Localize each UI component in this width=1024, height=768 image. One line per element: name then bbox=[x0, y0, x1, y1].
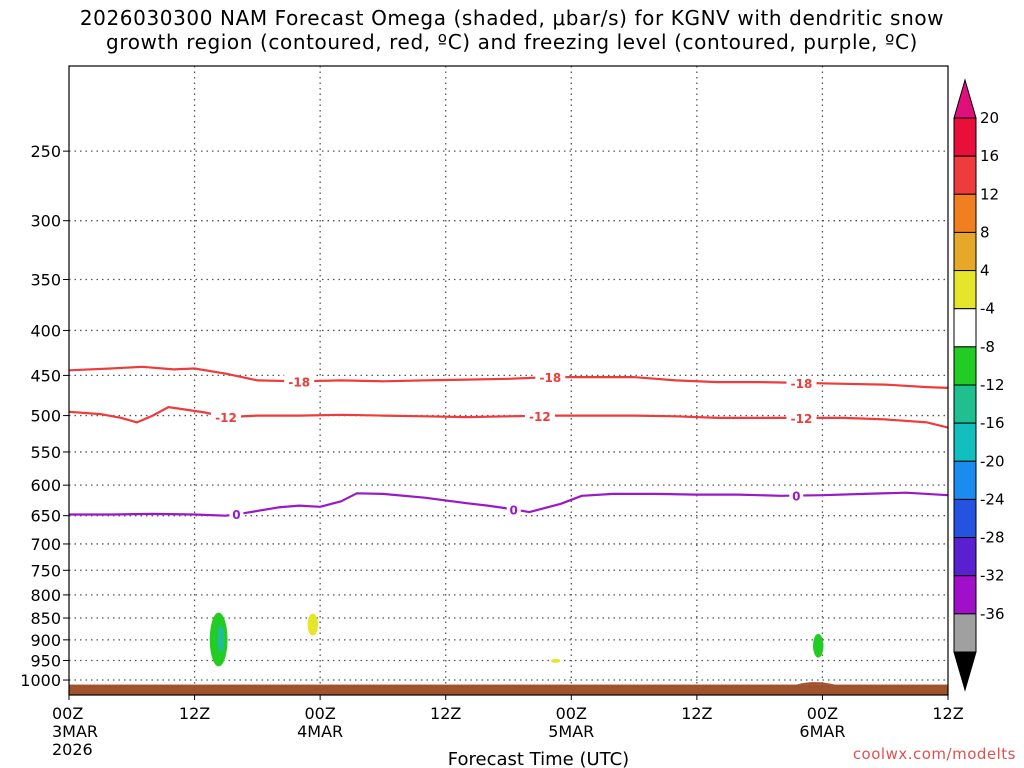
contour-label-minus-18c-2: -18 bbox=[791, 377, 813, 391]
contour-label-minus-18c-0: -18 bbox=[288, 375, 310, 389]
contour-label-minus-12c-0: -12 bbox=[215, 411, 237, 425]
y-tick-label-400: 400 bbox=[30, 321, 61, 340]
contour-label-minus-18c-1: -18 bbox=[540, 371, 562, 385]
colorbar-box-3 bbox=[953, 231, 977, 272]
colorbar-box-7 bbox=[953, 384, 977, 424]
omega-blob-4 bbox=[813, 633, 824, 658]
y-tick-label-1000: 1000 bbox=[20, 671, 61, 690]
colorbar-top-arrow bbox=[953, 78, 977, 119]
colorbar-box-1 bbox=[953, 155, 977, 195]
x-tick-label-48-1: 5MAR bbox=[548, 722, 594, 741]
colorbar-box-6 bbox=[953, 346, 977, 386]
contours: -18 -18 -18 -12 -12 -12 0 0 0 bbox=[69, 365, 948, 522]
y-tick-label-650: 650 bbox=[30, 507, 61, 526]
colorbar-box-4 bbox=[953, 270, 977, 310]
y-tick-label-300: 300 bbox=[30, 212, 61, 231]
surface-bump bbox=[796, 682, 835, 685]
colorbar-label-12: -32 bbox=[980, 567, 1005, 585]
contour-label-bg-minus-18c-0 bbox=[284, 374, 315, 389]
colorbar-box-11 bbox=[953, 537, 977, 577]
y-tick-label-350: 350 bbox=[30, 271, 61, 290]
x-tick-label-36-0: 12Z bbox=[430, 704, 461, 723]
x-tick-label-72-1: 6MAR bbox=[799, 722, 845, 741]
x-tick-label-48-0: 00Z bbox=[556, 704, 587, 723]
contour-label-bg-minus-18c-1 bbox=[535, 370, 566, 385]
colorbar-box-2 bbox=[953, 193, 977, 233]
x-tick-label-12-0: 12Z bbox=[179, 704, 210, 723]
colorbar-label-1: 16 bbox=[980, 147, 999, 165]
contour-label-zero-c-freezing-level-0: 0 bbox=[232, 508, 240, 522]
colorbar-box-12 bbox=[953, 575, 977, 615]
chart-title: 2026030300 NAM Forecast Omega (shaded, μ… bbox=[0, 6, 1024, 54]
colorbar-label-3: 8 bbox=[980, 223, 990, 241]
y-tick-label-900: 900 bbox=[30, 631, 61, 650]
omega-blob-2 bbox=[307, 613, 319, 636]
surface-ground bbox=[69, 684, 948, 695]
contour-label-minus-12c-2: -12 bbox=[791, 412, 813, 426]
chart-title-line-1: 2026030300 NAM Forecast Omega (shaded, μ… bbox=[79, 6, 945, 30]
credit-link[interactable]: coolwx.com/modelts bbox=[852, 745, 1016, 763]
omega-shading bbox=[209, 612, 824, 667]
y-tick-label-700: 700 bbox=[30, 535, 61, 554]
contour-label-minus-12c-1: -12 bbox=[529, 410, 551, 424]
x-tick-label-60-0: 12Z bbox=[681, 704, 712, 723]
contour-label-bg-zero-c-freezing-level-1 bbox=[506, 502, 521, 517]
colorbar-label-11: -28 bbox=[980, 529, 1005, 547]
colorbar-label-5: -4 bbox=[980, 300, 995, 318]
y-tick-label-850: 850 bbox=[30, 609, 61, 628]
contour-label-zero-c-freezing-level-2: 0 bbox=[792, 490, 800, 504]
colorbar-label-2: 12 bbox=[980, 185, 999, 203]
omega-blob-1b bbox=[217, 625, 225, 653]
contour-label-bg-zero-c-freezing-level-2 bbox=[789, 488, 804, 503]
x-tick-label-0-1: 3MAR bbox=[52, 722, 98, 741]
colorbar-bottom-arrow bbox=[953, 651, 977, 692]
colorbar-label-4: 4 bbox=[980, 262, 990, 280]
contour-label-zero-c-freezing-level-1: 0 bbox=[510, 503, 518, 517]
plot-frame bbox=[68, 65, 949, 696]
contour-label-bg-zero-c-freezing-level-0 bbox=[229, 507, 244, 522]
y-tick-label-750: 750 bbox=[30, 561, 61, 580]
y-tick-label-500: 500 bbox=[30, 407, 61, 426]
y-tick-label-250: 250 bbox=[30, 142, 61, 161]
colorbar-label-6: -8 bbox=[980, 338, 995, 356]
x-tick-label-0-2: 2026 bbox=[52, 740, 93, 759]
contour-label-bg-minus-18c-2 bbox=[786, 375, 817, 390]
colorbar-box-9 bbox=[953, 460, 977, 500]
y-tick-label-600: 600 bbox=[30, 476, 61, 495]
y-tick-label-550: 550 bbox=[30, 443, 61, 462]
chart-title-line-2: growth region (contoured, red, ºC) and f… bbox=[106, 30, 918, 54]
y-tick-label-950: 950 bbox=[30, 651, 61, 670]
x-tick-label-0-0: 00Z bbox=[52, 704, 83, 723]
colorbar-box-8 bbox=[953, 422, 977, 462]
x-tick-label-24-0: 00Z bbox=[304, 704, 335, 723]
colorbar-label-8: -16 bbox=[980, 414, 1005, 432]
x-tick-label-24-1: 4MAR bbox=[297, 722, 343, 741]
contour-label-bg-minus-12c-0 bbox=[210, 410, 241, 425]
y-tick-label-800: 800 bbox=[30, 586, 61, 605]
y-tick-label-450: 450 bbox=[30, 366, 61, 385]
omega-blob-3 bbox=[550, 658, 561, 663]
x-axis-title: Forecast Time (UTC) bbox=[448, 749, 629, 768]
colorbar-label-0: 20 bbox=[980, 109, 999, 127]
contour-label-bg-minus-12c-1 bbox=[524, 408, 555, 423]
colorbar-box-10 bbox=[953, 498, 977, 539]
colorbar-label-13: -36 bbox=[980, 605, 1005, 623]
colorbar-box-13 bbox=[953, 613, 977, 653]
x-tick-label-72-0: 00Z bbox=[807, 704, 838, 723]
x-tick-label-84-0: 12Z bbox=[932, 704, 963, 723]
colorbar-box-0 bbox=[953, 117, 977, 157]
colorbar-box-5 bbox=[953, 308, 977, 348]
colorbar-label-7: -12 bbox=[980, 376, 1005, 394]
colorbar: 20 16 12 8 4 -4 -8 -12 -16 -20 -24 -28 -32 -36 bbox=[953, 78, 1005, 692]
colorbar-label-10: -24 bbox=[980, 490, 1005, 508]
colorbar-label-9: -20 bbox=[980, 452, 1005, 470]
contour-label-bg-minus-12c-2 bbox=[786, 410, 817, 425]
